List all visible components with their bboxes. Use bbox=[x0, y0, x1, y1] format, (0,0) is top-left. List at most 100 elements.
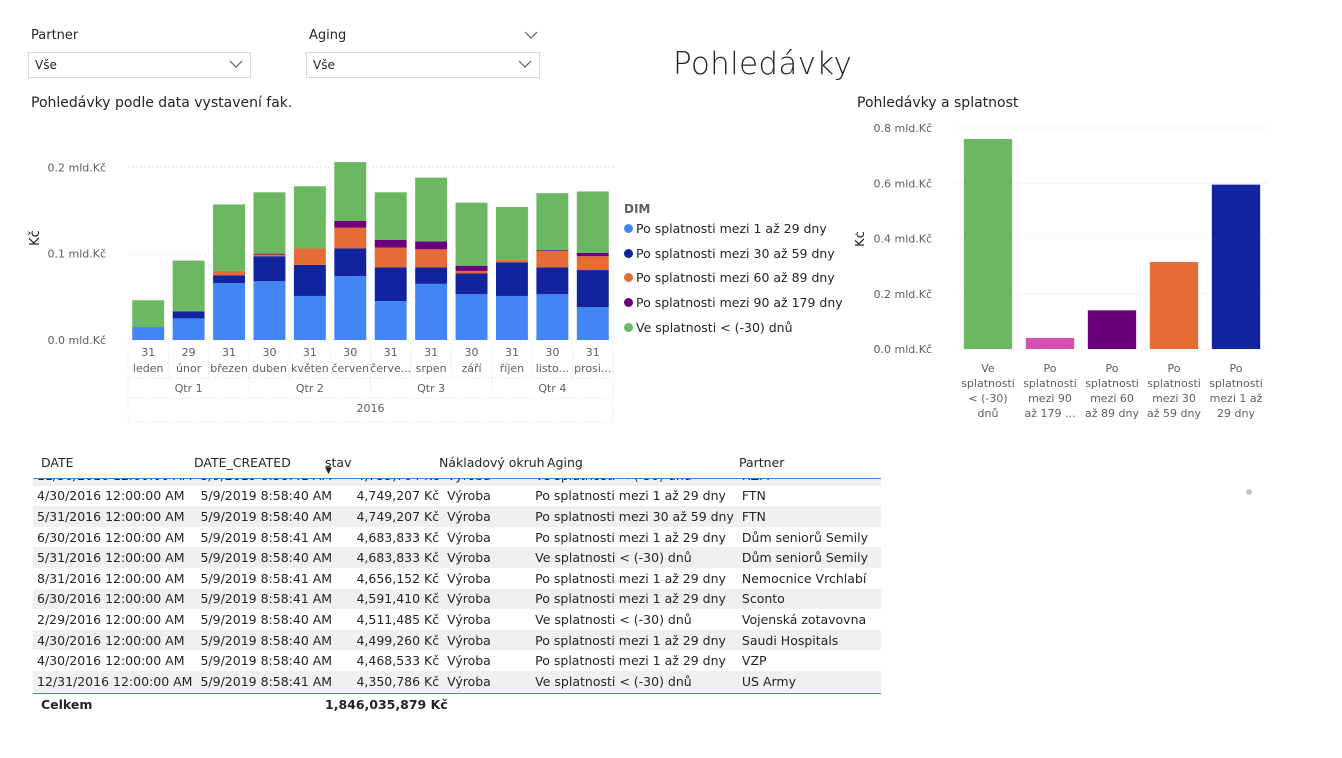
bar-segment[interactable] bbox=[576, 270, 609, 308]
bar-stack[interactable] bbox=[253, 192, 286, 340]
col-header-date[interactable]: DATE bbox=[41, 455, 74, 470]
sort-desc-icon[interactable]: ▼ bbox=[325, 466, 332, 476]
bar-stack[interactable] bbox=[455, 202, 488, 340]
table-row[interactable]: 4/30/2016 12:00:00 AM 5/9/2019 8:58:40 AM… bbox=[33, 629, 881, 651]
bar-segment[interactable] bbox=[536, 251, 569, 268]
bar-segment[interactable] bbox=[213, 275, 246, 283]
chevron-down-icon[interactable] bbox=[523, 27, 539, 43]
legend-item[interactable]: Ve splatnosti < (-30) dnů bbox=[624, 315, 843, 340]
bar-segment[interactable] bbox=[536, 267, 569, 295]
table-row[interactable]: 5/31/2016 12:00:00 AM 5/9/2019 8:58:40 AM… bbox=[33, 547, 881, 568]
bar-segment[interactable] bbox=[334, 276, 367, 340]
bar-segment[interactable] bbox=[334, 248, 367, 277]
bar[interactable] bbox=[1025, 337, 1075, 349]
bar-stack[interactable] bbox=[415, 177, 448, 340]
bar-segment[interactable] bbox=[293, 186, 326, 249]
bar-segment[interactable] bbox=[374, 247, 407, 268]
bar-segment[interactable] bbox=[455, 202, 488, 266]
bar-segment[interactable] bbox=[576, 307, 609, 340]
bar-segment[interactable] bbox=[253, 253, 286, 255]
bar[interactable] bbox=[1149, 261, 1199, 349]
bar-segment[interactable] bbox=[172, 311, 205, 319]
bar-segment[interactable] bbox=[415, 241, 448, 250]
table-row[interactable]: 5/31/2016 12:00:00 AM 5/9/2019 8:58:40 AM… bbox=[33, 506, 881, 527]
col-header-aging[interactable]: Aging bbox=[547, 455, 583, 470]
bar-segment[interactable] bbox=[536, 193, 569, 251]
bar-stack[interactable] bbox=[576, 191, 609, 340]
bar-segment[interactable] bbox=[253, 281, 286, 340]
bar-segment[interactable] bbox=[213, 283, 246, 340]
bar-stack[interactable] bbox=[132, 300, 165, 340]
bar-segment[interactable] bbox=[415, 267, 448, 284]
bar-segment[interactable] bbox=[495, 262, 528, 296]
bar-segment[interactable] bbox=[213, 270, 246, 276]
bar-segment[interactable] bbox=[253, 256, 286, 282]
stacked-bar-chart[interactable]: Kč 0.0 mld.Kč 0.1 mld.Kč 0.2 mld.Kč 31 lede… bbox=[25, 120, 625, 425]
bar-stack[interactable] bbox=[334, 162, 367, 340]
bar-segment[interactable] bbox=[455, 273, 488, 295]
bar-segment[interactable] bbox=[253, 254, 286, 257]
col-header-date-created[interactable]: DATE_CREATED bbox=[194, 455, 291, 470]
col-header-stav[interactable]: stav bbox=[325, 455, 352, 470]
bar-segment[interactable] bbox=[213, 204, 246, 271]
bar-segment[interactable] bbox=[576, 191, 609, 253]
bar-segment[interactable] bbox=[536, 294, 569, 340]
bar-segment[interactable] bbox=[334, 162, 367, 221]
table-row[interactable]: 6/30/2016 12:00:00 AM 5/9/2019 8:58:41 AM… bbox=[33, 527, 881, 548]
bar-stack[interactable] bbox=[495, 207, 528, 340]
bar-stack[interactable] bbox=[536, 193, 569, 340]
bar-segment[interactable] bbox=[334, 227, 367, 249]
bar-segment[interactable] bbox=[293, 248, 326, 265]
bar-segment[interactable] bbox=[374, 301, 407, 340]
bar-segment[interactable] bbox=[536, 250, 569, 252]
bar-segment[interactable] bbox=[495, 259, 528, 263]
legend-item[interactable]: Po splatnosti mezi 90 až 179 dny bbox=[624, 290, 843, 315]
bar-stack[interactable] bbox=[213, 204, 246, 340]
bar-segment[interactable] bbox=[576, 252, 609, 257]
table-body[interactable]: 11/30/2016 12:00:00 AM5/9/2019 8:58:41 A… bbox=[33, 479, 881, 693]
partner-dropdown[interactable]: Vše bbox=[28, 52, 251, 78]
col-header-partner[interactable]: Partner bbox=[739, 455, 785, 470]
aging-dropdown[interactable]: Vše bbox=[306, 52, 540, 78]
bar[interactable] bbox=[963, 139, 1013, 349]
bar-segment[interactable] bbox=[334, 220, 367, 228]
table-row[interactable]: 8/31/2016 12:00:00 AM 5/9/2019 8:58:41 AM… bbox=[33, 568, 881, 589]
table-row[interactable]: 11/30/2016 12:00:00 AM5/9/2019 8:58:41 A… bbox=[33, 479, 881, 486]
bar-segment[interactable] bbox=[455, 265, 488, 271]
bar-chart-aging[interactable]: Kč 0.0 mld.Kč 0.2 mld.Kč 0.4 mld.Kč 0.6 mld… bbox=[855, 118, 1275, 428]
bar-segment[interactable] bbox=[374, 267, 407, 302]
bar-segment[interactable] bbox=[455, 270, 488, 274]
bar-segment[interactable] bbox=[172, 318, 205, 340]
table-row[interactable]: 12/31/2016 12:00:00 AM 5/9/2019 8:58:41 A… bbox=[33, 670, 881, 692]
bar-segment[interactable] bbox=[253, 192, 286, 254]
bar-segment[interactable] bbox=[374, 192, 407, 240]
bar-segment[interactable] bbox=[374, 239, 407, 248]
bar-segment[interactable] bbox=[415, 249, 448, 268]
bar-segment[interactable] bbox=[415, 283, 448, 340]
table-row[interactable]: 2/29/2016 12:00:00 AM 5/9/2019 8:58:40 AM… bbox=[33, 609, 881, 630]
bar[interactable] bbox=[1211, 184, 1261, 349]
bar-segment[interactable] bbox=[293, 264, 326, 296]
table-row[interactable]: 4/30/2016 12:00:00 AM 5/9/2019 8:58:40 AM… bbox=[33, 650, 881, 671]
bar-stack[interactable] bbox=[293, 186, 326, 340]
legend-item[interactable]: Po splatnosti mezi 60 až 89 dny bbox=[624, 266, 843, 291]
bar-segment[interactable] bbox=[576, 256, 609, 271]
bar[interactable] bbox=[1087, 310, 1137, 349]
bar-segment[interactable] bbox=[172, 260, 205, 312]
bar-segment[interactable] bbox=[495, 295, 528, 340]
cell-date: 4/30/2016 12:00:00 AM bbox=[37, 632, 185, 648]
scroll-indicator[interactable] bbox=[1246, 489, 1252, 495]
col-header-nakladovy-okruh[interactable]: Nákladový okruh bbox=[439, 455, 545, 470]
bar-stack[interactable] bbox=[172, 260, 205, 340]
bar-segment[interactable] bbox=[293, 295, 326, 340]
table-row[interactable]: 4/30/2016 12:00:00 AM 5/9/2019 8:58:40 AM… bbox=[33, 486, 881, 507]
bar-segment[interactable] bbox=[415, 177, 448, 242]
bar-segment[interactable] bbox=[455, 294, 488, 340]
bar-segment[interactable] bbox=[495, 207, 528, 260]
legend-item[interactable]: Po splatnosti mezi 30 až 59 dny bbox=[624, 241, 843, 266]
bar-segment[interactable] bbox=[132, 300, 165, 328]
bar-segment[interactable] bbox=[132, 327, 165, 340]
table-row[interactable]: 6/30/2016 12:00:00 AM 5/9/2019 8:58:41 AM… bbox=[33, 588, 881, 610]
bar-stack[interactable] bbox=[374, 192, 407, 340]
legend-item[interactable]: Po splatnosti mezi 1 až 29 dny bbox=[624, 216, 843, 241]
